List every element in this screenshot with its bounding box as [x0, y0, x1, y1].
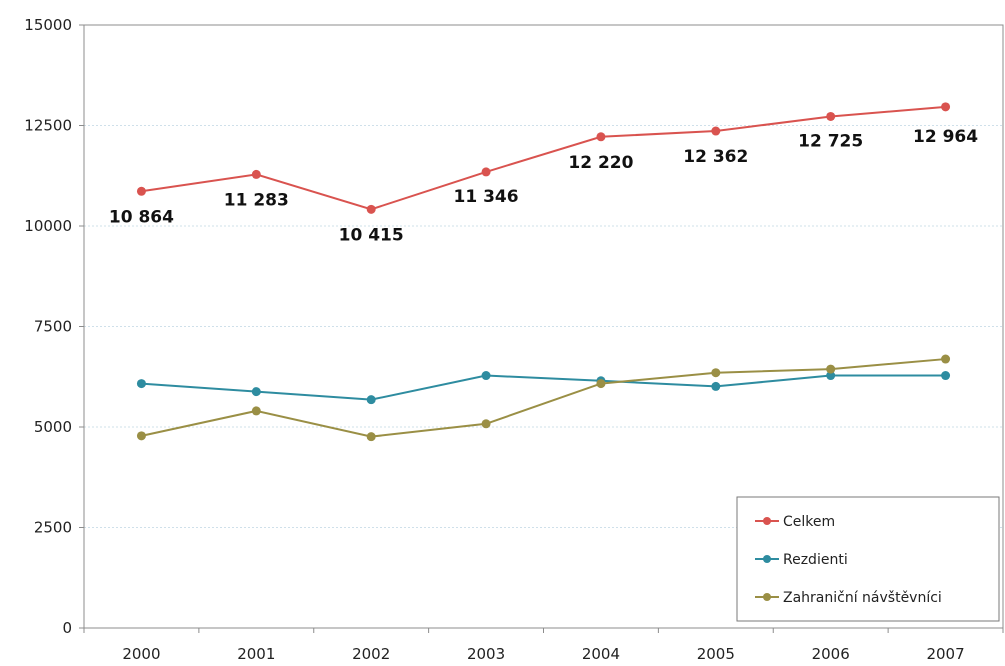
- data-point: [826, 371, 836, 381]
- data-point: [826, 111, 836, 121]
- y-tick-label: 2500: [34, 519, 72, 537]
- legend-label: Zahraniční návštěvníci: [783, 590, 942, 606]
- data-point: [136, 186, 146, 196]
- data-point: [251, 406, 261, 416]
- y-tick-label: 7500: [34, 318, 72, 336]
- series-line-1: [141, 105, 946, 211]
- y-tick-label: 10000: [24, 217, 72, 235]
- series-line-3: [141, 358, 946, 438]
- data-label: 12 220: [568, 153, 633, 173]
- x-tick-label: 2003: [467, 645, 505, 663]
- x-tick-label: 2000: [122, 645, 160, 663]
- data-point: [941, 354, 951, 364]
- y-tick-label: 5000: [34, 418, 72, 436]
- data-point: [596, 379, 606, 389]
- data-point: [366, 204, 376, 214]
- series-group: [136, 102, 951, 442]
- y-axis-ticks: 0 2500 5000 7500 10000 12500 15000: [24, 16, 84, 637]
- data-point: [366, 395, 376, 405]
- legend-box: [736, 496, 1000, 622]
- legend-marker: [763, 593, 771, 601]
- series-line-2: [141, 374, 946, 401]
- data-point: [711, 126, 721, 136]
- data-point: [711, 368, 721, 378]
- legend-marker: [763, 555, 771, 563]
- data-point: [366, 432, 376, 442]
- data-point: [136, 431, 146, 441]
- x-tick-label: 2004: [582, 645, 620, 663]
- x-tick-label: 2001: [237, 645, 275, 663]
- legend: Celkem Rezdienti Zahraniční návštěvníci: [736, 496, 1000, 622]
- legend-label: Rezdienti: [783, 552, 848, 568]
- data-point: [251, 169, 261, 179]
- x-axis-ticks: 2000 2001 2002 2003 2004 2005 2006 2007: [83, 628, 1004, 663]
- gridlines: [84, 125, 1003, 528]
- data-point: [481, 419, 491, 429]
- x-tick-label: 2006: [812, 645, 850, 663]
- data-labels: 10 864 11 283 10 415 11 346 12 220 12 362 12 7…: [109, 127, 978, 245]
- y-tick-label: 15000: [24, 16, 72, 34]
- data-point: [481, 167, 491, 177]
- data-label: 12 964: [913, 127, 978, 147]
- x-tick-label: 2005: [697, 645, 735, 663]
- data-point: [941, 102, 951, 112]
- data-label: 10 415: [339, 225, 404, 245]
- data-label: 11 283: [224, 190, 289, 210]
- data-point: [941, 371, 951, 381]
- legend-marker: [763, 517, 771, 525]
- data-point: [826, 364, 836, 374]
- data-label: 12 725: [798, 131, 863, 151]
- legend-label: Celkem: [783, 514, 835, 530]
- data-point: [596, 132, 606, 142]
- data-label: 11 346: [454, 187, 519, 207]
- y-tick-label: 12500: [24, 117, 72, 135]
- data-point: [251, 387, 261, 397]
- data-point: [481, 371, 491, 381]
- x-tick-label: 2007: [926, 645, 964, 663]
- data-point: [136, 379, 146, 389]
- y-tick-label: 0: [62, 619, 72, 637]
- data-label: 10 864: [109, 207, 174, 227]
- x-tick-label: 2002: [352, 645, 390, 663]
- data-point: [711, 381, 721, 391]
- data-label: 12 362: [683, 147, 748, 167]
